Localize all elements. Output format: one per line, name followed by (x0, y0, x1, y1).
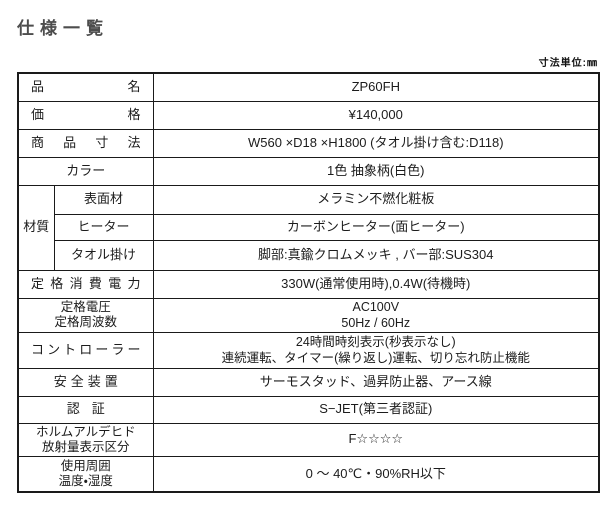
spec-table-wrap: 寸法単位:㎜ 品名 ZP60FH 価格 ¥140,000 商品寸法 W560 ×… (17, 54, 601, 493)
spec-label: 認証 (17, 395, 154, 424)
unit-note: 寸法単位:㎜ (538, 58, 598, 69)
spec-sublabel: タオル掛け (53, 239, 154, 271)
spec-label: 定格電圧 定格周波数 (17, 297, 154, 333)
spec-value: 脚部:真鍮クロムメッキ , バー部:SUS304 (152, 239, 600, 271)
row-dimensions: 商品寸法 W560 ×D18 ×H1800 (タオル掛け含む:D118) (17, 128, 600, 158)
spec-value: 330W(通常使用時),0.4W(待機時) (152, 269, 600, 299)
row-safety-device: 安全装置 サーモスタッド、過昇防止器、アース線 (17, 367, 600, 397)
spec-label: 安全装置 (17, 367, 154, 397)
row-ambient-temp-humidity: 使用周囲 温度・湿度 0 〜 40℃・90%RH以下 (17, 455, 600, 493)
row-certification: 認証 S−JET(第三者認証) (17, 395, 600, 424)
spec-sublabel: 表面材 (53, 184, 154, 215)
row-surface-material: 材質 表面材 メラミン不燃化粧板 (17, 184, 600, 271)
row-power-consumption: 定格消費電力 330W(通常使用時),0.4W(待機時) (17, 269, 600, 299)
spec-value: ¥140,000 (152, 100, 600, 130)
spec-label: ホルムアルデヒド 放射量表示区分 (17, 422, 154, 457)
spec-value: サーモスタッド、過昇防止器、アース線 (152, 367, 600, 397)
spec-value: メラミン不燃化粧板 (152, 184, 600, 215)
spec-label: コントローラー (17, 331, 154, 369)
spec-value: S−JET(第三者認証) (152, 395, 600, 424)
material-group-label: 材質 (17, 184, 55, 271)
spec-value: ZP60FH (152, 72, 600, 102)
row-towel-rack: タオル掛け 脚部:真鍮クロムメッキ , バー部:SUS304 (18, 239, 600, 271)
row-heater: ヒーター カーボンヒーター(面ヒーター) (18, 213, 600, 241)
spec-value: 0 〜 40℃・90%RH以下 (152, 455, 600, 493)
spec-value: AC100V 50Hz / 60Hz (152, 297, 600, 333)
spec-value: F☆☆☆☆ (152, 422, 600, 457)
spec-label: 品名 (17, 72, 154, 102)
spec-sublabel: ヒーター (53, 213, 154, 241)
spec-label: 商品寸法 (17, 128, 154, 158)
spec-label: カラー (17, 156, 154, 186)
row-controller: コントローラー 24時間時刻表示(秒表示なし) 連続運転、タイマー(繰り返し)運… (17, 331, 600, 369)
row-price: 価格 ¥140,000 (17, 100, 600, 130)
spec-label: 定格消費電力 (17, 269, 154, 299)
page-title: 仕様一覧 (17, 19, 109, 38)
row-formaldehyde-rating: ホルムアルデヒド 放射量表示区分 F☆☆☆☆ (17, 422, 600, 457)
spec-label: 価格 (17, 100, 154, 130)
row-product-name: 品名 ZP60FH (17, 72, 600, 102)
spec-table: 品名 ZP60FH 価格 ¥140,000 商品寸法 W560 ×D18 ×H1… (17, 72, 601, 493)
spec-value: W560 ×D18 ×H1800 (タオル掛け含む:D118) (152, 128, 600, 158)
spec-value: 1色 抽象柄(白色) (152, 156, 600, 186)
spec-value: カーボンヒーター(面ヒーター) (152, 213, 600, 241)
spec-label: 使用周囲 温度・湿度 (17, 455, 154, 493)
row-color: カラー 1色 抽象柄(白色) (17, 156, 600, 186)
spec-value: 24時間時刻表示(秒表示なし) 連続運転、タイマー(繰り返し)運転、切り忘れ防止… (152, 331, 600, 369)
row-voltage-frequency: 定格電圧 定格周波数 AC100V 50Hz / 60Hz (17, 297, 600, 333)
